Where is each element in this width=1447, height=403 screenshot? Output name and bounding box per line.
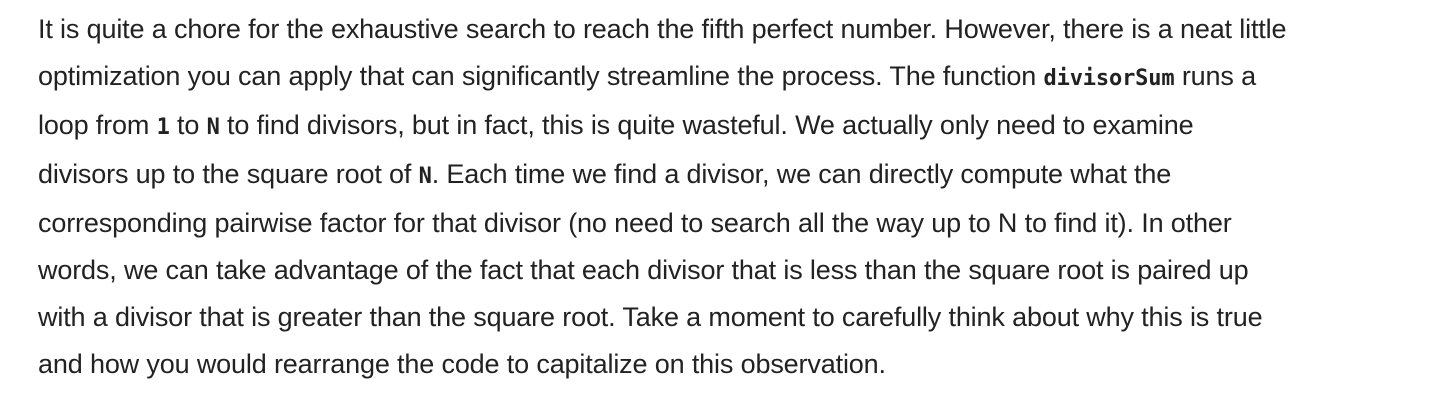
inline-code-n: N <box>206 115 220 140</box>
paragraph-text: optimization you can apply that can sign… <box>38 61 1044 91</box>
paragraph-line: loop from 1 to N to find divisors, but i… <box>38 102 1433 151</box>
paragraph-text: with a divisor that is greater than the … <box>38 302 1263 332</box>
paragraph-line: It is quite a chore for the exhaustive s… <box>38 6 1433 53</box>
paragraph-text: words, we can take advantage of the fact… <box>38 255 1249 285</box>
paragraph-line: corresponding pairwise factor for that d… <box>38 200 1433 247</box>
inline-code-divisorsum: divisorSum <box>1043 66 1175 91</box>
inline-code-n: N <box>418 164 432 189</box>
paragraph-line: and how you would rearrange the code to … <box>38 341 1433 388</box>
paragraph-text: . Each time we find a divisor, we can di… <box>431 159 1172 189</box>
body-paragraph: It is quite a chore for the exhaustive s… <box>38 6 1433 388</box>
inline-code-one: 1 <box>156 115 170 140</box>
paragraph-text: It is quite a chore for the exhaustive s… <box>38 14 1287 44</box>
paragraph-text: runs a <box>1174 61 1256 91</box>
paragraph-text: divisors up to the square root of <box>38 159 419 189</box>
paragraph-text: to <box>169 110 207 140</box>
paragraph-line: divisors up to the square root of N. Eac… <box>38 151 1433 200</box>
paragraph-line: with a divisor that is greater than the … <box>38 294 1433 341</box>
paragraph-line: optimization you can apply that can sign… <box>38 53 1433 102</box>
paragraph-text: to find divisors, but in fact, this is q… <box>219 110 1194 140</box>
paragraph-text: loop from <box>38 110 157 140</box>
paragraph-line: words, we can take advantage of the fact… <box>38 247 1433 294</box>
paragraph-text: and how you would rearrange the code to … <box>38 349 886 379</box>
paragraph-text: corresponding pairwise factor for that d… <box>38 208 1232 238</box>
